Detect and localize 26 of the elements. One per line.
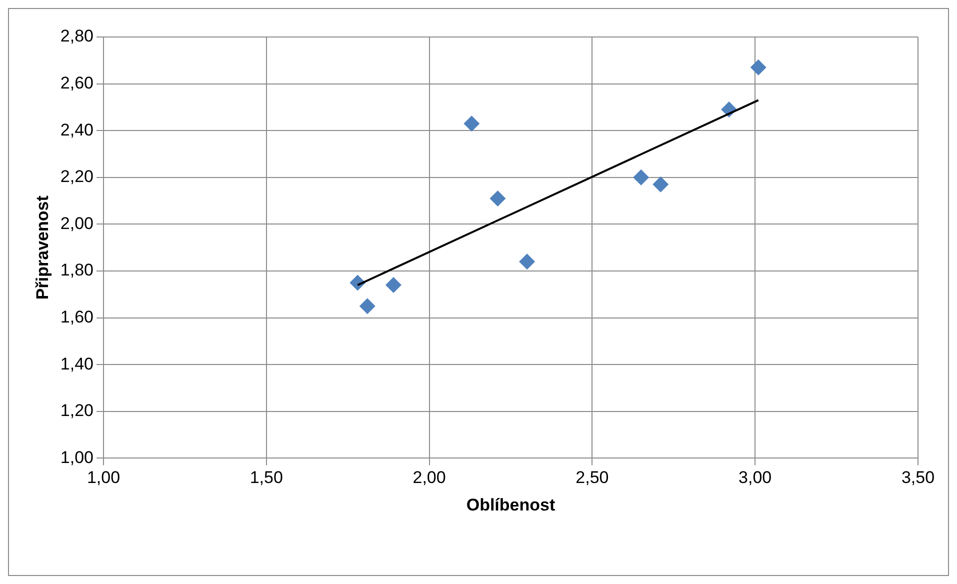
point bbox=[519, 254, 536, 270]
x-axis-title: Oblíbenost bbox=[466, 495, 556, 514]
point bbox=[652, 176, 669, 192]
y-tick-label: 2,40 bbox=[60, 120, 94, 140]
point bbox=[359, 298, 376, 314]
x-tick-label: 1,50 bbox=[250, 468, 283, 488]
y-tick-label: 1,40 bbox=[60, 354, 94, 374]
y-tick-label: 2,00 bbox=[60, 214, 94, 233]
y-tick-label: 2,20 bbox=[60, 167, 94, 186]
x-tick-label: 1,00 bbox=[86, 468, 120, 488]
y-tick-label: 1,60 bbox=[60, 307, 94, 326]
point bbox=[464, 116, 480, 132]
x-tick-label: 2,50 bbox=[576, 468, 609, 488]
y-tick-label: 1,00 bbox=[60, 448, 94, 467]
y-tick-label: 2,80 bbox=[60, 26, 94, 46]
point bbox=[490, 190, 506, 206]
x-tick-label: 3,00 bbox=[738, 468, 772, 488]
point bbox=[633, 169, 650, 186]
y-tick-label: 1,80 bbox=[60, 260, 94, 280]
point bbox=[385, 277, 402, 294]
x-tick-label: 3,50 bbox=[901, 468, 935, 488]
point bbox=[750, 59, 766, 76]
y-tick-label: 1,20 bbox=[60, 401, 94, 420]
y-tick-label: 2,60 bbox=[60, 73, 94, 92]
x-tick-label: 2,00 bbox=[412, 468, 446, 488]
y-axis-title: Připravenost bbox=[32, 195, 52, 300]
